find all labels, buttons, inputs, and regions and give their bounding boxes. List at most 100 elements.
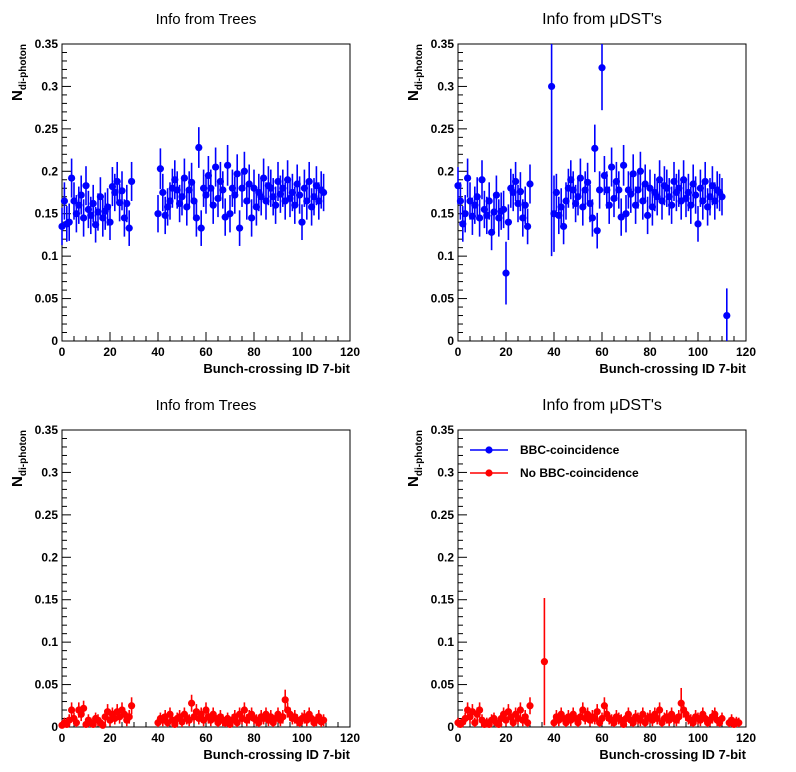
data-point bbox=[735, 719, 743, 727]
data-point bbox=[521, 201, 529, 209]
y-tick-label: 0.3 bbox=[437, 79, 454, 93]
data-point bbox=[588, 214, 597, 222]
data-point bbox=[584, 178, 592, 186]
data-point bbox=[526, 702, 534, 710]
data-point bbox=[281, 696, 289, 704]
data-point bbox=[473, 193, 481, 201]
data-point bbox=[641, 180, 649, 188]
x-tick-label: 20 bbox=[103, 345, 117, 359]
y-axis-label: Ndi-photon bbox=[9, 430, 29, 487]
y-tick-label: 0.35 bbox=[431, 423, 455, 437]
data-point bbox=[240, 167, 248, 175]
chart-panel-4: Info from μDST's 0 20 40 60 80 100 120 0 0.05 0.1 0… bbox=[405, 397, 756, 762]
data-point bbox=[80, 704, 88, 712]
data-point bbox=[644, 211, 652, 220]
data-point bbox=[615, 186, 623, 194]
x-tick-label: 60 bbox=[199, 731, 213, 745]
y-tick-label: 0.05 bbox=[35, 678, 59, 692]
chart-title: Info from Trees bbox=[156, 397, 257, 414]
y-tick-label: 0.2 bbox=[41, 550, 58, 564]
data-point bbox=[123, 199, 131, 208]
data-point bbox=[636, 167, 645, 175]
data-point bbox=[524, 222, 532, 231]
y-tick-label: 0 bbox=[51, 334, 58, 348]
data-point bbox=[296, 191, 304, 199]
data-point bbox=[476, 706, 484, 714]
y-tick-label: 0.35 bbox=[35, 37, 59, 51]
data-point bbox=[154, 210, 162, 218]
y-tick-label: 0.25 bbox=[431, 508, 455, 522]
data-point bbox=[478, 176, 486, 184]
y-tick-label: 0.1 bbox=[41, 635, 58, 649]
data-point bbox=[320, 716, 328, 724]
y-axis-label-main: N bbox=[9, 90, 26, 101]
data-point bbox=[504, 218, 512, 226]
data-point bbox=[723, 311, 731, 320]
data-point bbox=[579, 706, 587, 714]
data-point bbox=[212, 163, 220, 171]
data-point bbox=[89, 199, 97, 208]
data-point bbox=[598, 64, 606, 72]
x-tick-label: 40 bbox=[547, 731, 561, 745]
y-axis-label: Ndi-photon bbox=[405, 430, 425, 487]
data-point bbox=[305, 177, 313, 186]
data-point bbox=[560, 222, 568, 231]
data-point bbox=[197, 224, 205, 232]
y-tick-label: 0.25 bbox=[431, 122, 455, 136]
x-axis-label: Bunch-crossing ID 7-bit bbox=[599, 361, 746, 376]
data-point bbox=[502, 269, 510, 277]
data-point bbox=[656, 176, 664, 184]
y-axis-label-sub: di-photon bbox=[18, 430, 29, 476]
data-point bbox=[128, 177, 136, 186]
y-tick-label: 0.3 bbox=[437, 465, 454, 479]
y-axis-label-sub: di-photon bbox=[18, 44, 29, 90]
data-point bbox=[65, 218, 73, 226]
data-point bbox=[622, 210, 630, 218]
data-point bbox=[240, 706, 248, 714]
y-axis-label: Ndi-photon bbox=[405, 44, 425, 101]
y-tick-label: 0.25 bbox=[35, 508, 59, 522]
data-point bbox=[192, 214, 200, 222]
data-point bbox=[694, 220, 702, 228]
data-point bbox=[248, 214, 256, 222]
x-axis-label: Bunch-crossing ID 7-bit bbox=[599, 747, 746, 762]
data-point bbox=[298, 218, 306, 226]
y-tick-label: 0.15 bbox=[431, 207, 455, 221]
data-point bbox=[245, 180, 253, 188]
data-point bbox=[159, 188, 167, 197]
x-tick-label: 0 bbox=[59, 731, 66, 745]
data-point bbox=[656, 706, 664, 714]
x-tick-label: 40 bbox=[151, 731, 165, 745]
y-axis-label-main: N bbox=[9, 476, 26, 487]
data-point bbox=[272, 201, 280, 209]
data-point bbox=[516, 188, 525, 196]
data-point bbox=[548, 82, 556, 91]
y-tick-label: 0.1 bbox=[41, 249, 58, 263]
chart-panel-2: Info from μDST's 0 20 40 60 80 100 120 0 0.05 0.1 0… bbox=[405, 11, 756, 376]
data-point bbox=[476, 214, 484, 222]
legend-marker bbox=[485, 469, 493, 477]
x-tick-label: 100 bbox=[688, 731, 708, 745]
y-tick-label: 0.1 bbox=[437, 249, 454, 263]
data-point bbox=[219, 186, 227, 194]
data-point bbox=[226, 210, 234, 218]
legend-marker bbox=[485, 446, 493, 454]
x-axis-label: Bunch-crossing ID 7-bit bbox=[203, 361, 350, 376]
data-point bbox=[524, 719, 532, 727]
data-point bbox=[552, 188, 561, 197]
y-tick-label: 0.05 bbox=[35, 292, 59, 306]
data-point bbox=[195, 143, 203, 152]
data-point bbox=[526, 180, 534, 188]
data-series bbox=[454, 44, 731, 341]
data-point bbox=[188, 699, 196, 707]
x-tick-label: 40 bbox=[547, 345, 561, 359]
y-tick-label: 0.15 bbox=[35, 593, 59, 607]
y-tick-label: 0.35 bbox=[431, 37, 455, 51]
x-tick-label: 80 bbox=[247, 345, 261, 359]
data-point bbox=[128, 702, 136, 710]
x-tick-label: 0 bbox=[455, 345, 462, 359]
chart-title: Info from Trees bbox=[156, 11, 257, 28]
data-point bbox=[125, 713, 133, 721]
y-tick-label: 0.2 bbox=[437, 164, 454, 178]
